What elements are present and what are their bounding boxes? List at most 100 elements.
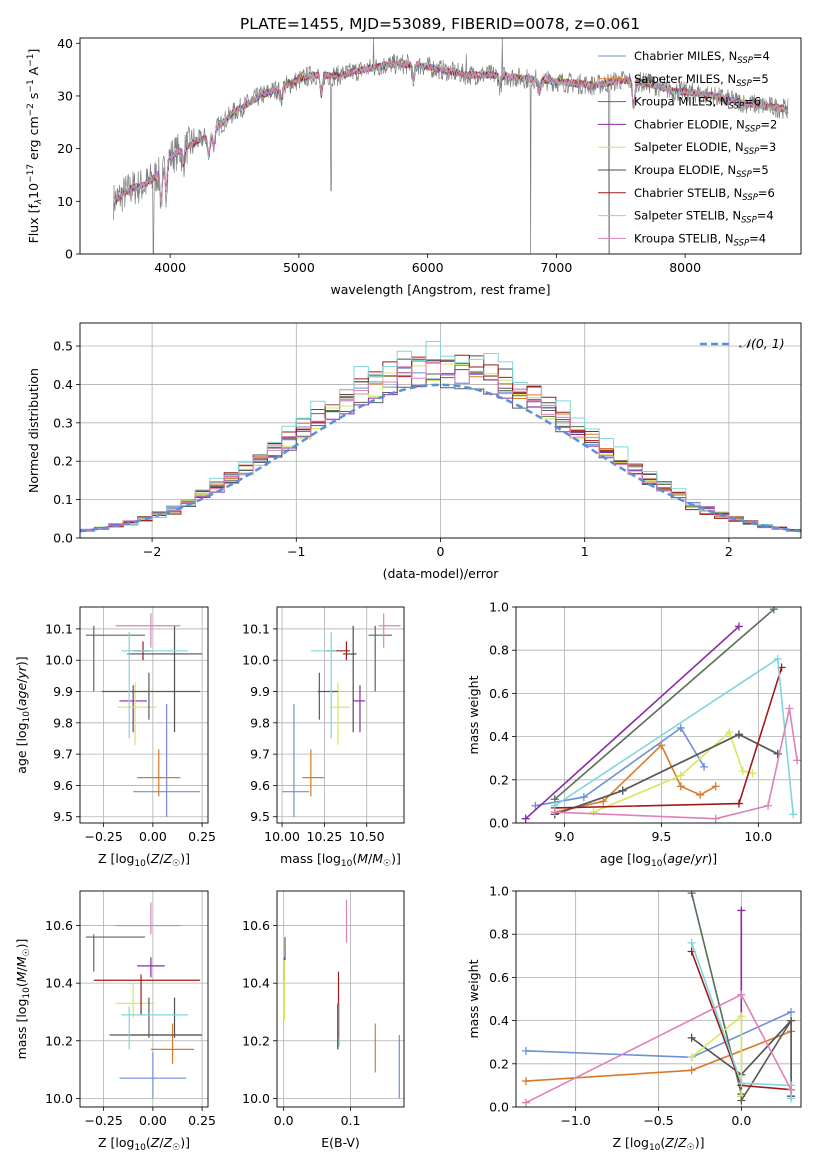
label-part: )] — [707, 851, 717, 866]
y-tick-label: 10.1 — [242, 621, 270, 636]
series-line — [691, 1018, 792, 1097]
series-marker — [734, 730, 743, 739]
y-tick-label: 0.3 — [53, 415, 73, 430]
series-marker — [787, 1085, 796, 1094]
legend-sub: SSP — [736, 79, 752, 89]
label-part: Z — [150, 1135, 160, 1150]
legend-suffix: =4 — [757, 209, 774, 223]
figure-title: PLATE=1455, MJD=53089, FIBERID=0078, z=0… — [240, 15, 640, 33]
y-tick-label: 10.0 — [242, 1091, 270, 1106]
error-point — [115, 902, 181, 935]
age_vs_mass-panel: 10.00 10.25 10.50 9.5 9.6 9.7 9.8 9.9 10.0 10.1 ma… — [242, 606, 405, 869]
series-marker — [687, 891, 696, 898]
y-tick-label: 9.9 — [250, 684, 270, 699]
y-axis-label: mass [log10(M/M☉)] — [14, 939, 32, 1060]
legend-sub: SSP — [736, 170, 752, 180]
label-part: ( — [660, 1135, 665, 1150]
series-marker — [687, 938, 696, 947]
legend-suffix: =3 — [759, 140, 776, 154]
label-part: erg cm — [26, 116, 41, 164]
x-tick-label: 0.1 — [341, 1113, 361, 1128]
mass-weight-series — [589, 728, 757, 817]
mass_vs_ebv-panel: 0.0 0.1 10.0 10.2 10.4 10.6 E(B-V) — [242, 890, 405, 1150]
error-point — [109, 997, 201, 1038]
y-axis-label: age [log10(age/yr)] — [14, 656, 32, 773]
series-marker — [711, 782, 720, 791]
label-part: λ — [34, 199, 44, 205]
series-marker — [773, 749, 782, 758]
label-part: 10 — [341, 859, 353, 869]
y-tick-label: 10.0 — [45, 653, 73, 668]
x-axis-label: (data-model)/error — [383, 566, 500, 581]
series-marker — [748, 769, 757, 778]
error-point — [121, 632, 189, 739]
gridlines — [277, 891, 404, 1107]
y-tick-label: 9.8 — [53, 715, 73, 730]
mass-weight-series — [687, 1012, 746, 1101]
series-marker — [737, 990, 746, 999]
label-part: M — [372, 851, 383, 866]
mass-weight-series — [550, 741, 720, 817]
x-tick-label: 8000 — [669, 260, 701, 275]
series-marker — [579, 793, 588, 802]
x-tick-label: −2 — [143, 544, 161, 559]
legend-label: Salpeter MILES, NSSP=5 — [634, 72, 769, 89]
x-tick-label: 0.00 — [139, 1113, 167, 1128]
y-tick-label: 0.8 — [489, 643, 509, 658]
series-marker — [687, 1033, 696, 1042]
axes-frame — [79, 606, 209, 824]
series-marker — [700, 762, 709, 771]
y-tick-label: 1.0 — [489, 600, 509, 615]
series-marker — [787, 1094, 796, 1103]
y-tick-label: 10.6 — [242, 918, 270, 933]
y-tick-label: 10.1 — [45, 621, 73, 636]
legend-label: Chabrier MILES, NSSP=4 — [634, 49, 770, 66]
series-line — [554, 608, 775, 800]
series-marker — [550, 808, 559, 817]
label-part: Z — [664, 1135, 674, 1150]
series-marker — [521, 1046, 530, 1055]
y-tick-label: 9.9 — [53, 684, 73, 699]
label-part: / — [159, 851, 164, 866]
series-marker — [787, 1007, 796, 1016]
legend-sub: SSP — [741, 216, 757, 226]
x-axis-label: Z [log10(Z/Z☉)] — [98, 851, 190, 869]
axes-frame — [276, 890, 405, 1108]
x-tick-label: 0.00 — [139, 829, 167, 844]
label-part: 10 — [134, 859, 146, 869]
series-marker — [676, 723, 685, 732]
label-part: age — [667, 851, 691, 866]
error-point — [353, 685, 366, 733]
label-part: 10 — [651, 859, 663, 869]
series-marker — [769, 607, 778, 614]
y-tick-label: 10.4 — [242, 976, 270, 991]
label-part: 10 — [22, 711, 32, 723]
series-marker — [789, 810, 798, 819]
mass-weight-series — [550, 607, 778, 804]
x-axis-label: mass [log10(M/M☉)] — [280, 851, 401, 869]
series-marker — [737, 1079, 746, 1088]
mass-weight-series — [531, 723, 709, 810]
series-marker — [521, 1077, 530, 1086]
x-tick-label: 7000 — [540, 260, 572, 275]
y-tick-label: 9.7 — [250, 747, 270, 762]
x-tick-label: −0.25 — [84, 1113, 122, 1128]
legend-text: Chabrier MILES, N — [634, 49, 737, 63]
x-tick-label: 5000 — [283, 260, 315, 275]
label-part: ] — [26, 49, 41, 54]
label-part: Z [log — [98, 1135, 134, 1150]
legend-suffix: =2 — [760, 117, 777, 131]
series-marker — [676, 771, 685, 780]
label-part: / — [674, 1135, 679, 1150]
gridlines — [277, 607, 404, 823]
error-point — [368, 625, 393, 692]
y-tick-label: 9.7 — [53, 747, 73, 762]
label-part: 10 — [26, 183, 41, 199]
y-tick-label: 0.0 — [489, 1100, 509, 1115]
error-point — [93, 974, 201, 1015]
x-tick-label: 0 — [437, 544, 445, 559]
label-part: ( — [146, 851, 151, 866]
y-tick-label: 0.0 — [53, 531, 73, 546]
label-part: Z — [150, 851, 160, 866]
